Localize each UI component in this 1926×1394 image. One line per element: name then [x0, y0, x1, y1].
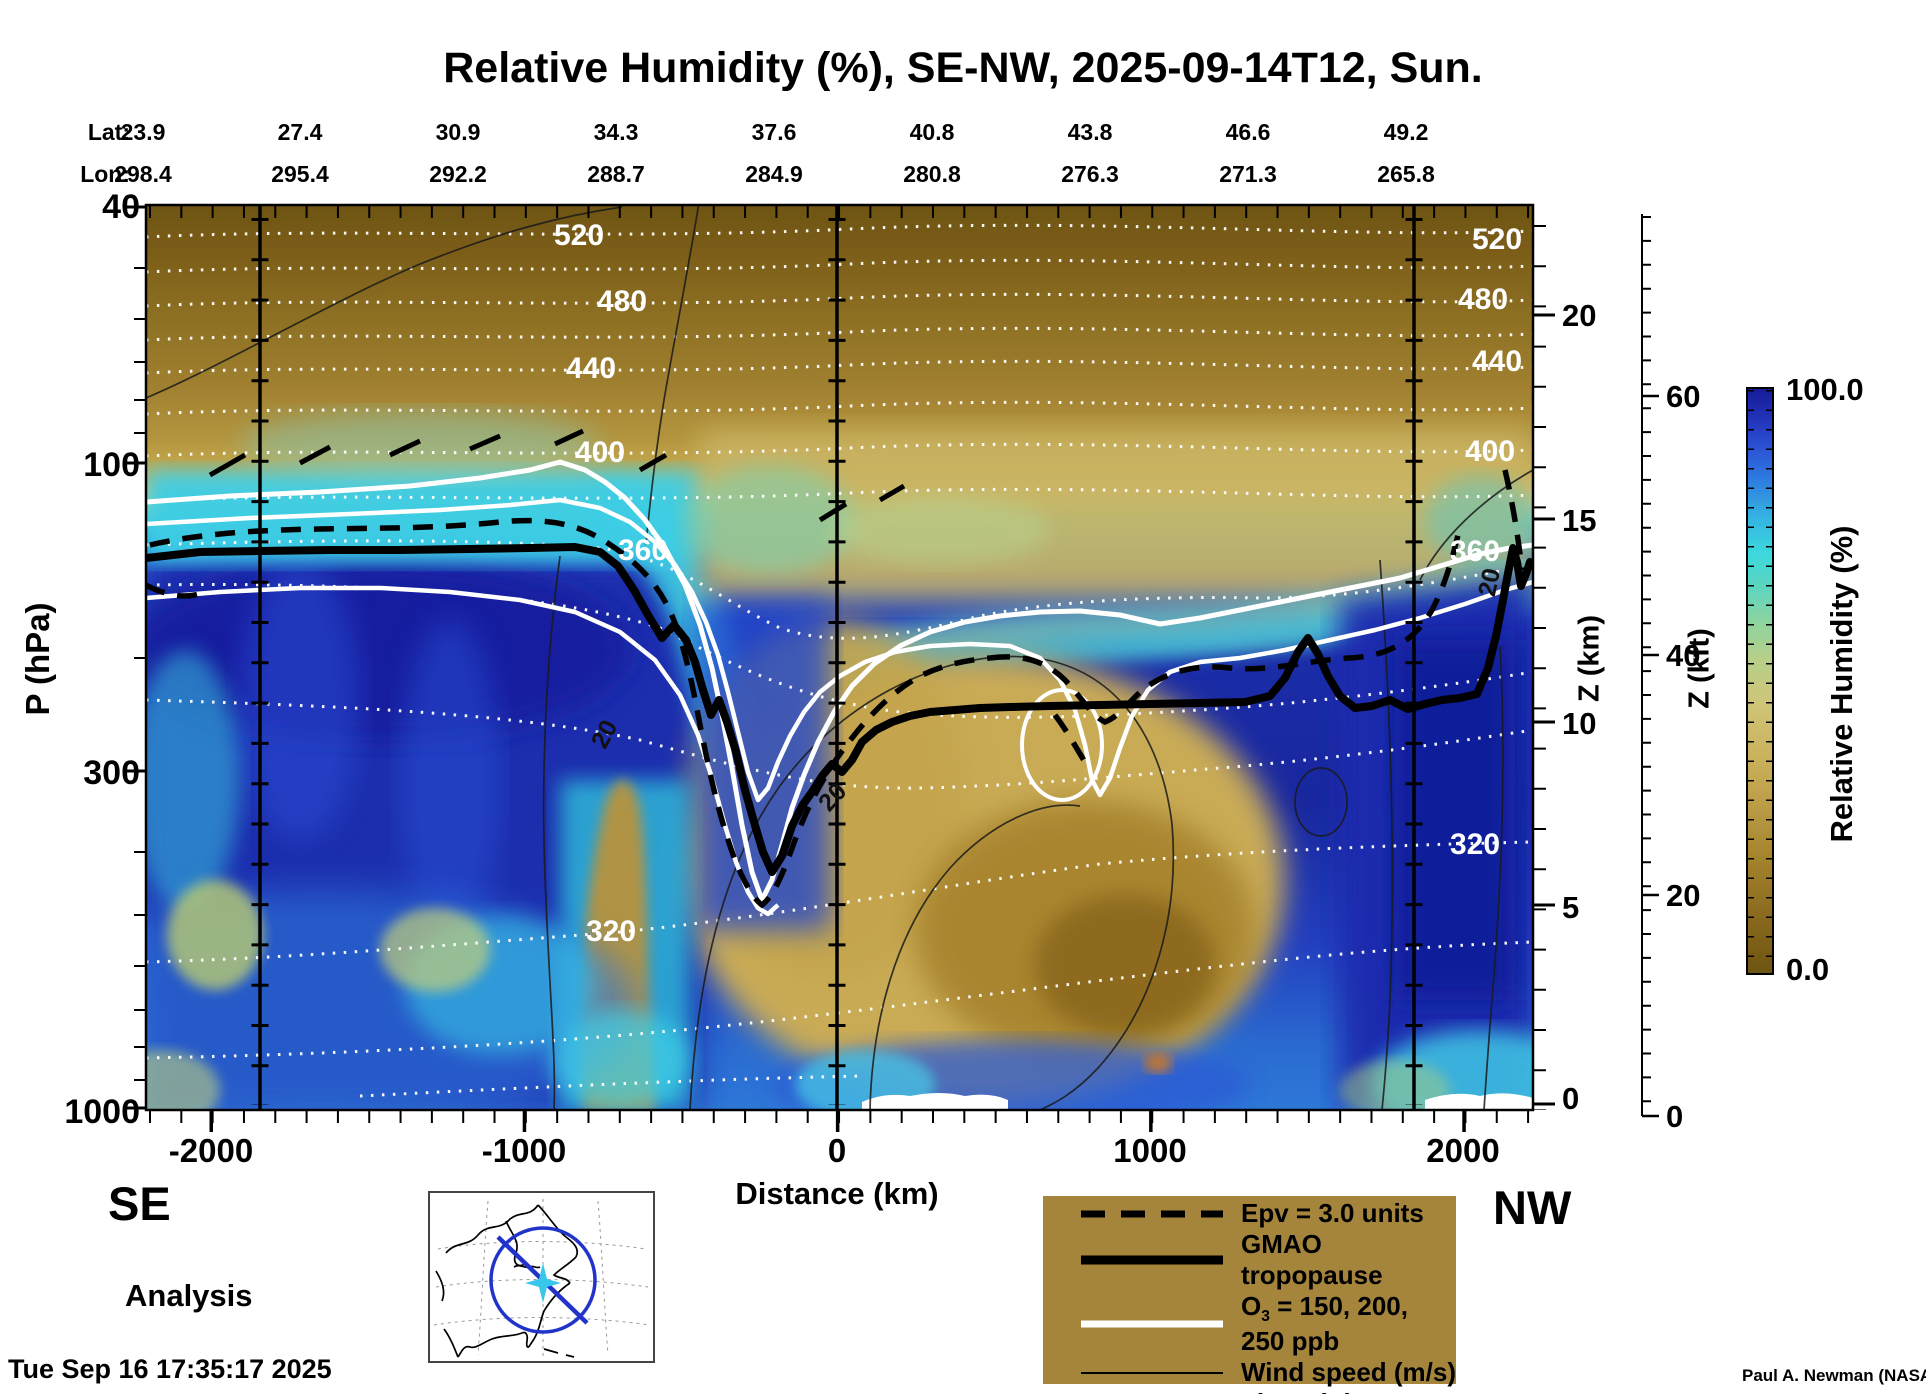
pressure-axis-label: P (hPa): [19, 602, 56, 716]
legend-label: Epv = 3.0 units: [1241, 1198, 1424, 1228]
plot-frame: [124, 203, 1774, 1132]
legend-label: O3 = 150, 200, 250 ppb: [1241, 1291, 1408, 1357]
analysis-label: Analysis: [125, 1278, 253, 1313]
waypoint-lines: [251, 205, 1423, 1110]
theta-label: 480: [1457, 283, 1509, 316]
ozone-contours: [146, 459, 1533, 917]
lat-row-label: Lat:: [87, 119, 130, 145]
distance-axis-label: Distance (km): [735, 1176, 939, 1211]
map-inset-graphic: [433, 1199, 651, 1358]
lon-value: 292.2: [429, 161, 487, 187]
map-inset: [428, 1191, 655, 1363]
legend-item-ozone: O3 = 150, 200, 250 ppb: [1043, 1291, 1456, 1357]
pressure-tick: 1000: [64, 1093, 140, 1131]
lon-value: 298.4: [114, 161, 172, 187]
lat-value: 27.4: [277, 119, 323, 145]
distance-tick: 2000: [1426, 1132, 1500, 1169]
endpoint-se: SE: [108, 1177, 171, 1230]
lon-value: 280.8: [903, 161, 961, 187]
lon-value: 265.8: [1377, 161, 1435, 187]
lon-value: 288.7: [587, 161, 645, 187]
distance-tick: 1000: [1113, 1132, 1187, 1169]
colorbar-max: 100.0: [1786, 372, 1864, 407]
lat-value: 30.9: [435, 119, 481, 145]
lon-value: 271.3: [1219, 161, 1277, 187]
legend-item-epv: Epv = 3.0 units: [1043, 1198, 1456, 1229]
tropopause-line-sample: [1081, 1255, 1223, 1265]
zkft-tick: 40: [1666, 638, 1701, 673]
map-range-circle: [489, 1226, 597, 1334]
page-title: Relative Humidity (%), SE-NW, 2025-09-14…: [443, 44, 1483, 92]
pressure-tick: 300: [83, 754, 140, 792]
epv-dashed-line-sample: [1081, 1210, 1223, 1217]
tropopause-line: [146, 543, 1533, 876]
zkm-axis-label: Z (km): [1573, 615, 1606, 702]
zkm-tick: 5: [1562, 890, 1580, 925]
theta-label: 360: [617, 534, 669, 567]
lat-value: 34.3: [593, 119, 639, 145]
theta-label: 320: [1449, 828, 1501, 861]
zkm-tick: 10: [1562, 706, 1597, 741]
lat-value: 23.9: [120, 119, 166, 145]
zkft-tick: 60: [1666, 379, 1701, 414]
wind-speed-label: 20: [585, 715, 624, 754]
theta-label: 480: [596, 285, 648, 318]
colorbar-min: 0.0: [1786, 952, 1830, 987]
ozone-line-sample: [1081, 1320, 1223, 1328]
theta-label: 400: [1464, 435, 1516, 468]
lat-value: 49.2: [1383, 119, 1429, 145]
timestamp: Tue Sep 16 17:35:17 2025: [8, 1354, 332, 1384]
epv-dash-fragments: [208, 428, 906, 523]
zkft-tick: 0: [1666, 1099, 1684, 1134]
theta-label: 520: [1471, 223, 1523, 256]
legend-item-theta: Theta (K): [1043, 1388, 1456, 1394]
zkft-axis-label: Z (kft): [1683, 628, 1716, 709]
pressure-tick: 40: [102, 188, 140, 226]
map-coastline: [435, 1204, 579, 1358]
lon-value: 284.9: [745, 161, 803, 187]
theta-label: 400: [574, 436, 626, 469]
wind-speed-label: 20: [812, 777, 853, 817]
theta-label: 440: [565, 352, 617, 385]
colorbar: [1747, 388, 1773, 974]
zkm-tick: 0: [1562, 1081, 1580, 1116]
legend-label: Theta (K): [1241, 1388, 1354, 1394]
lat-value: 40.8: [909, 119, 955, 145]
theta-label: 520: [553, 219, 605, 252]
legend-label: GMAO tropopause: [1241, 1229, 1383, 1290]
wind-speed-contours: [146, 205, 1533, 1110]
zkft-tick: 20: [1666, 878, 1701, 913]
legend-label: Wind speed (m/s): [1241, 1357, 1457, 1388]
zkm-tick: 15: [1562, 503, 1597, 538]
lat-value: 37.6: [751, 119, 797, 145]
distance-tick: 0: [827, 1132, 847, 1169]
lon-value: 295.4: [271, 161, 329, 187]
lon-row-label: Lon:: [80, 161, 130, 187]
wind-line-sample: [1081, 1371, 1223, 1374]
legend-item-wind: Wind speed (m/s): [1043, 1357, 1456, 1388]
zkm-tick: 20: [1562, 298, 1597, 333]
theta-label: 440: [1471, 345, 1523, 378]
theta-contours: [146, 223, 1533, 1098]
credit: Paul A. Newman (NASA: [1742, 1366, 1926, 1385]
lat-value: 43.8: [1067, 119, 1113, 145]
colorbar-label: Relative Humidity (%): [1824, 525, 1859, 843]
legend-item-tropopause: GMAO tropopause: [1043, 1229, 1456, 1291]
legend: Epv = 3.0 units GMAO tropopause O3 = 150…: [1043, 1196, 1456, 1394]
pressure-tick: 100: [83, 446, 140, 484]
lat-value: 46.6: [1225, 119, 1271, 145]
humidity-field: [146, 205, 1533, 1110]
lon-value: 276.3: [1061, 161, 1119, 187]
endpoint-nw: NW: [1493, 1181, 1572, 1234]
theta-label: 320: [585, 915, 637, 948]
distance-tick: -1000: [481, 1132, 567, 1169]
map-center-star-icon: [525, 1263, 561, 1303]
distance-tick: -2000: [168, 1132, 254, 1169]
epv-contours: [146, 469, 1525, 909]
